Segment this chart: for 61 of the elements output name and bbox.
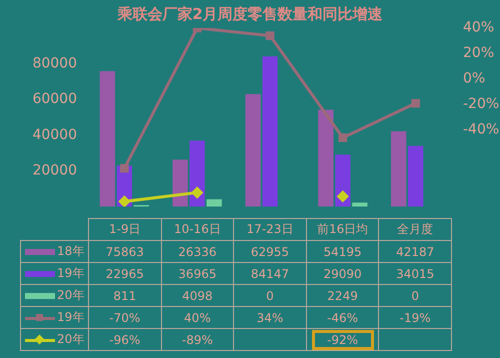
data-label: 40% [161,306,234,328]
bar [318,110,334,207]
bar [100,71,116,207]
y2-tick-label: -20% [463,96,500,112]
data-label: 42187 [378,240,452,262]
data-label: -19% [378,306,452,328]
bar [335,154,350,207]
point [118,196,130,207]
legend-label: 19年 [20,262,88,284]
legend-label: 20年 [20,328,88,350]
data-label: 4098 [161,284,234,306]
bar [390,131,406,207]
x-tick-label: 全月度 [378,218,452,240]
point [192,187,203,198]
data-label: 0 [378,284,452,306]
point [338,133,348,142]
data-label: 54195 [306,240,379,262]
data-label: -70% [88,306,162,328]
data-label: 34015 [378,262,452,284]
bar [262,56,278,207]
y2-tick-label: -40% [463,122,500,138]
data-label: 84147 [234,262,306,284]
chart-title: 乘联会厂家2月周度零售数量和同比增速 [116,4,384,23]
bar [408,146,424,207]
point [266,31,274,40]
data-label: 29090 [306,262,379,284]
point [120,164,129,173]
x-tick-label: 前16日均 [306,218,379,240]
data-label: 26336 [161,240,234,262]
data-label: 75863 [88,240,162,262]
point [411,98,420,108]
data-label: 62955 [234,240,306,262]
data-label: 34% [234,306,306,328]
data-label: -89% [161,328,234,350]
y2-tick-label: 20% [463,45,494,62]
x-tick-label: 1-9日 [88,218,162,240]
y-tick-label: 60000 [32,91,77,108]
y-tick-label: 40000 [32,126,77,143]
legend-label: 18年 [20,240,88,262]
data-label: 2249 [306,284,379,306]
legend-label: 20年 [20,284,88,306]
data-label: 0 [234,284,306,306]
data-label: -96% [88,328,162,350]
x-tick-label: 10-16日 [161,218,234,240]
bar [245,94,261,207]
bar [190,140,205,207]
point [337,190,348,202]
y-tick-label: 80000 [32,55,77,72]
x-tick-label: 17-23日 [234,218,306,240]
y-tick-label: 20000 [32,162,77,179]
y2-tick-label: 40% [463,20,494,36]
bar [206,199,222,207]
data-label: 36965 [161,262,234,284]
legend-label: 19年 [20,306,88,328]
bar [172,160,188,207]
data-label: -46% [306,306,379,328]
data-label: 811 [88,284,162,306]
y2-tick-label: 0% [463,70,486,87]
bar [352,202,368,207]
outline-box: -92% [312,330,374,350]
data-label: 22965 [88,262,162,284]
